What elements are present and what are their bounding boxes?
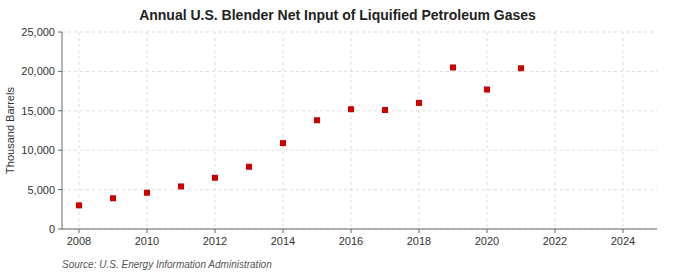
grid-line-y <box>62 32 657 33</box>
y-tick-label: 5,000 <box>27 184 55 196</box>
grid-line-x <box>487 32 488 229</box>
y-tick <box>58 229 62 230</box>
point <box>110 195 116 201</box>
y-tick-label: 10,000 <box>21 144 55 156</box>
point <box>246 164 252 170</box>
point <box>348 106 354 112</box>
point <box>144 190 150 196</box>
x-tick-label: 2014 <box>271 235 295 247</box>
y-tick-label: 0 <box>49 223 55 235</box>
x-tick <box>555 229 556 233</box>
grid-line-y <box>62 150 657 151</box>
y-tick <box>58 71 62 72</box>
title: Annual U.S. Blender Net Input of Liquifi… <box>139 7 536 23</box>
point <box>382 107 388 113</box>
x-tick <box>147 229 148 233</box>
point <box>314 117 320 123</box>
x-tick <box>419 229 420 233</box>
x-tick-label: 2020 <box>475 235 499 247</box>
x-tick <box>283 229 284 233</box>
x-tick <box>351 229 352 233</box>
grid-line-x <box>283 32 284 229</box>
point <box>76 202 82 208</box>
chart-svg: 2008 2010 2012 2014 2016 2018 2020 2022 2024 0 5,0… <box>0 0 675 275</box>
x-tick-label: 2012 <box>203 235 227 247</box>
x-tick <box>623 229 624 233</box>
x-axis-line <box>62 229 657 230</box>
y-axis-label: Thousand Barrels <box>4 87 16 174</box>
grid <box>62 32 657 229</box>
y-tick <box>58 189 62 190</box>
grid-line-y <box>62 71 657 72</box>
grid-line-x <box>79 32 80 229</box>
background <box>0 0 675 275</box>
grid-line-x <box>147 32 148 229</box>
point <box>484 87 490 93</box>
y-tick-label: 15,000 <box>21 105 55 117</box>
x-tick-label: 2016 <box>339 235 363 247</box>
grid-line-y <box>62 110 657 111</box>
point <box>212 175 218 181</box>
points <box>76 64 524 208</box>
y-axis-line <box>62 32 63 229</box>
axes: 2008 2010 2012 2014 2016 2018 2020 2022 2024 0 5,0… <box>21 26 657 247</box>
grid-line-x <box>555 32 556 229</box>
y-tick-label: 20,000 <box>21 65 55 77</box>
grid-line-y <box>62 229 657 230</box>
x-tick-label: 2018 <box>407 235 431 247</box>
x-tick-label: 2024 <box>611 235 635 247</box>
grid-line-x <box>623 32 624 229</box>
x-tick <box>79 229 80 233</box>
x-tick-label: 2022 <box>543 235 567 247</box>
point <box>178 183 184 189</box>
x-tick-label: 2010 <box>135 235 159 247</box>
x-tick <box>487 229 488 233</box>
grid-line-x <box>419 32 420 229</box>
y-tick <box>58 110 62 111</box>
grid-line-x <box>215 32 216 229</box>
grid-line-x <box>351 32 352 229</box>
grid-line-y <box>62 189 657 190</box>
y-tick <box>58 32 62 33</box>
x-tick <box>215 229 216 233</box>
y-tick-label: 25,000 <box>21 26 55 38</box>
point <box>280 140 286 146</box>
chart-container: 2008 2010 2012 2014 2016 2018 2020 2022 2024 0 5,0… <box>0 0 675 275</box>
point <box>450 64 456 70</box>
x-tick-label: 2008 <box>67 235 91 247</box>
point <box>518 65 524 71</box>
point <box>416 100 422 106</box>
y-tick <box>58 150 62 151</box>
source-note: Source: U.S. Energy Information Administ… <box>62 259 272 270</box>
